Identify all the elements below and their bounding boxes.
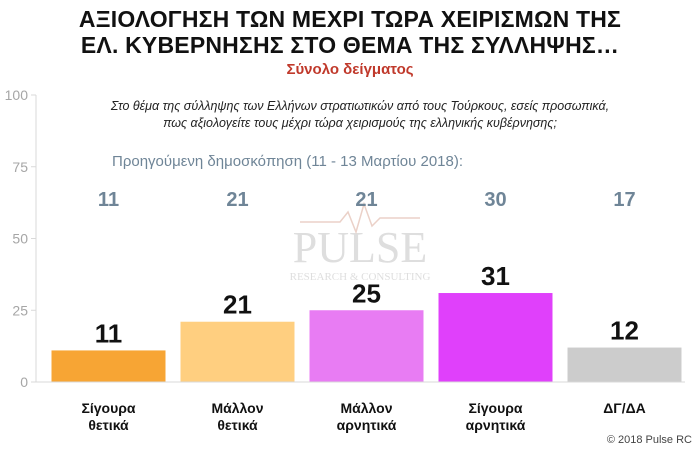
- category-label: ΔΓ/ΔΑ: [603, 400, 646, 416]
- title-line-2: ΕΛ. ΚΥΒΕΡΝΗΣΗΣ ΣΤΟ ΘΕΜΑ ΤΗΣ ΣΥΛΛΗΨΗΣ…: [80, 32, 620, 58]
- title-line-1: ΑΞΙΟΛΟΓΗΣΗ ΤΩΝ ΜΕΧΡΙ ΤΩΡΑ ΧΕΙΡΙΣΜΩΝ ΤΗΣ: [78, 6, 622, 32]
- bar-value-label: 11: [95, 318, 123, 348]
- question-line-1: Στο θέμα της σύλληψης των Ελλήνων στρατι…: [110, 99, 610, 113]
- y-tick-label: 50: [12, 231, 28, 247]
- bar-value-label: 25: [352, 278, 381, 308]
- previous-value-label: 30: [484, 189, 506, 211]
- previous-poll-label: Προηγούμενη δημοσκόπηση (11 - 13 Μαρτίου…: [112, 153, 464, 170]
- bar-value-label: 12: [610, 316, 639, 346]
- subtitle: Σύνολο δείγματος: [286, 61, 414, 78]
- bar: [567, 347, 682, 382]
- y-tick-label: 100: [5, 87, 29, 103]
- category-label: Σίγουρα αρνητικά: [466, 400, 526, 433]
- previous-value-label: 21: [355, 189, 377, 211]
- y-tick-label: 75: [12, 159, 28, 175]
- copyright-footer: © 2018 Pulse RC: [606, 434, 692, 446]
- bar: [51, 350, 166, 382]
- previous-value-label: 17: [613, 189, 635, 211]
- bar-value-label: 31: [481, 261, 510, 291]
- y-tick-label: 0: [20, 374, 28, 390]
- watermark-brand: PULSE: [293, 223, 427, 272]
- category-label: Μάλλον αρνητικά: [337, 400, 397, 433]
- bar: [438, 293, 553, 382]
- category-label: Μάλλον θετικά: [211, 400, 263, 433]
- previous-value-label: 11: [98, 189, 119, 211]
- survey-question: Στο θέμα της σύλληψης των Ελλήνων στρατι…: [40, 98, 680, 132]
- bar-value-label: 21: [223, 290, 252, 320]
- previous-value-label: 21: [226, 189, 248, 211]
- bar: [309, 310, 424, 382]
- bar: [180, 321, 295, 382]
- question-line-2: πως αξιολογείτε τους μέχρι τώρα χειρισμο…: [163, 116, 557, 130]
- y-tick-label: 25: [12, 302, 28, 318]
- category-label: Σίγουρα θετικά: [81, 400, 135, 433]
- watermark-pulse-line: [300, 201, 420, 235]
- watermark-tagline: RESEARCH & CONSULTING: [290, 271, 431, 283]
